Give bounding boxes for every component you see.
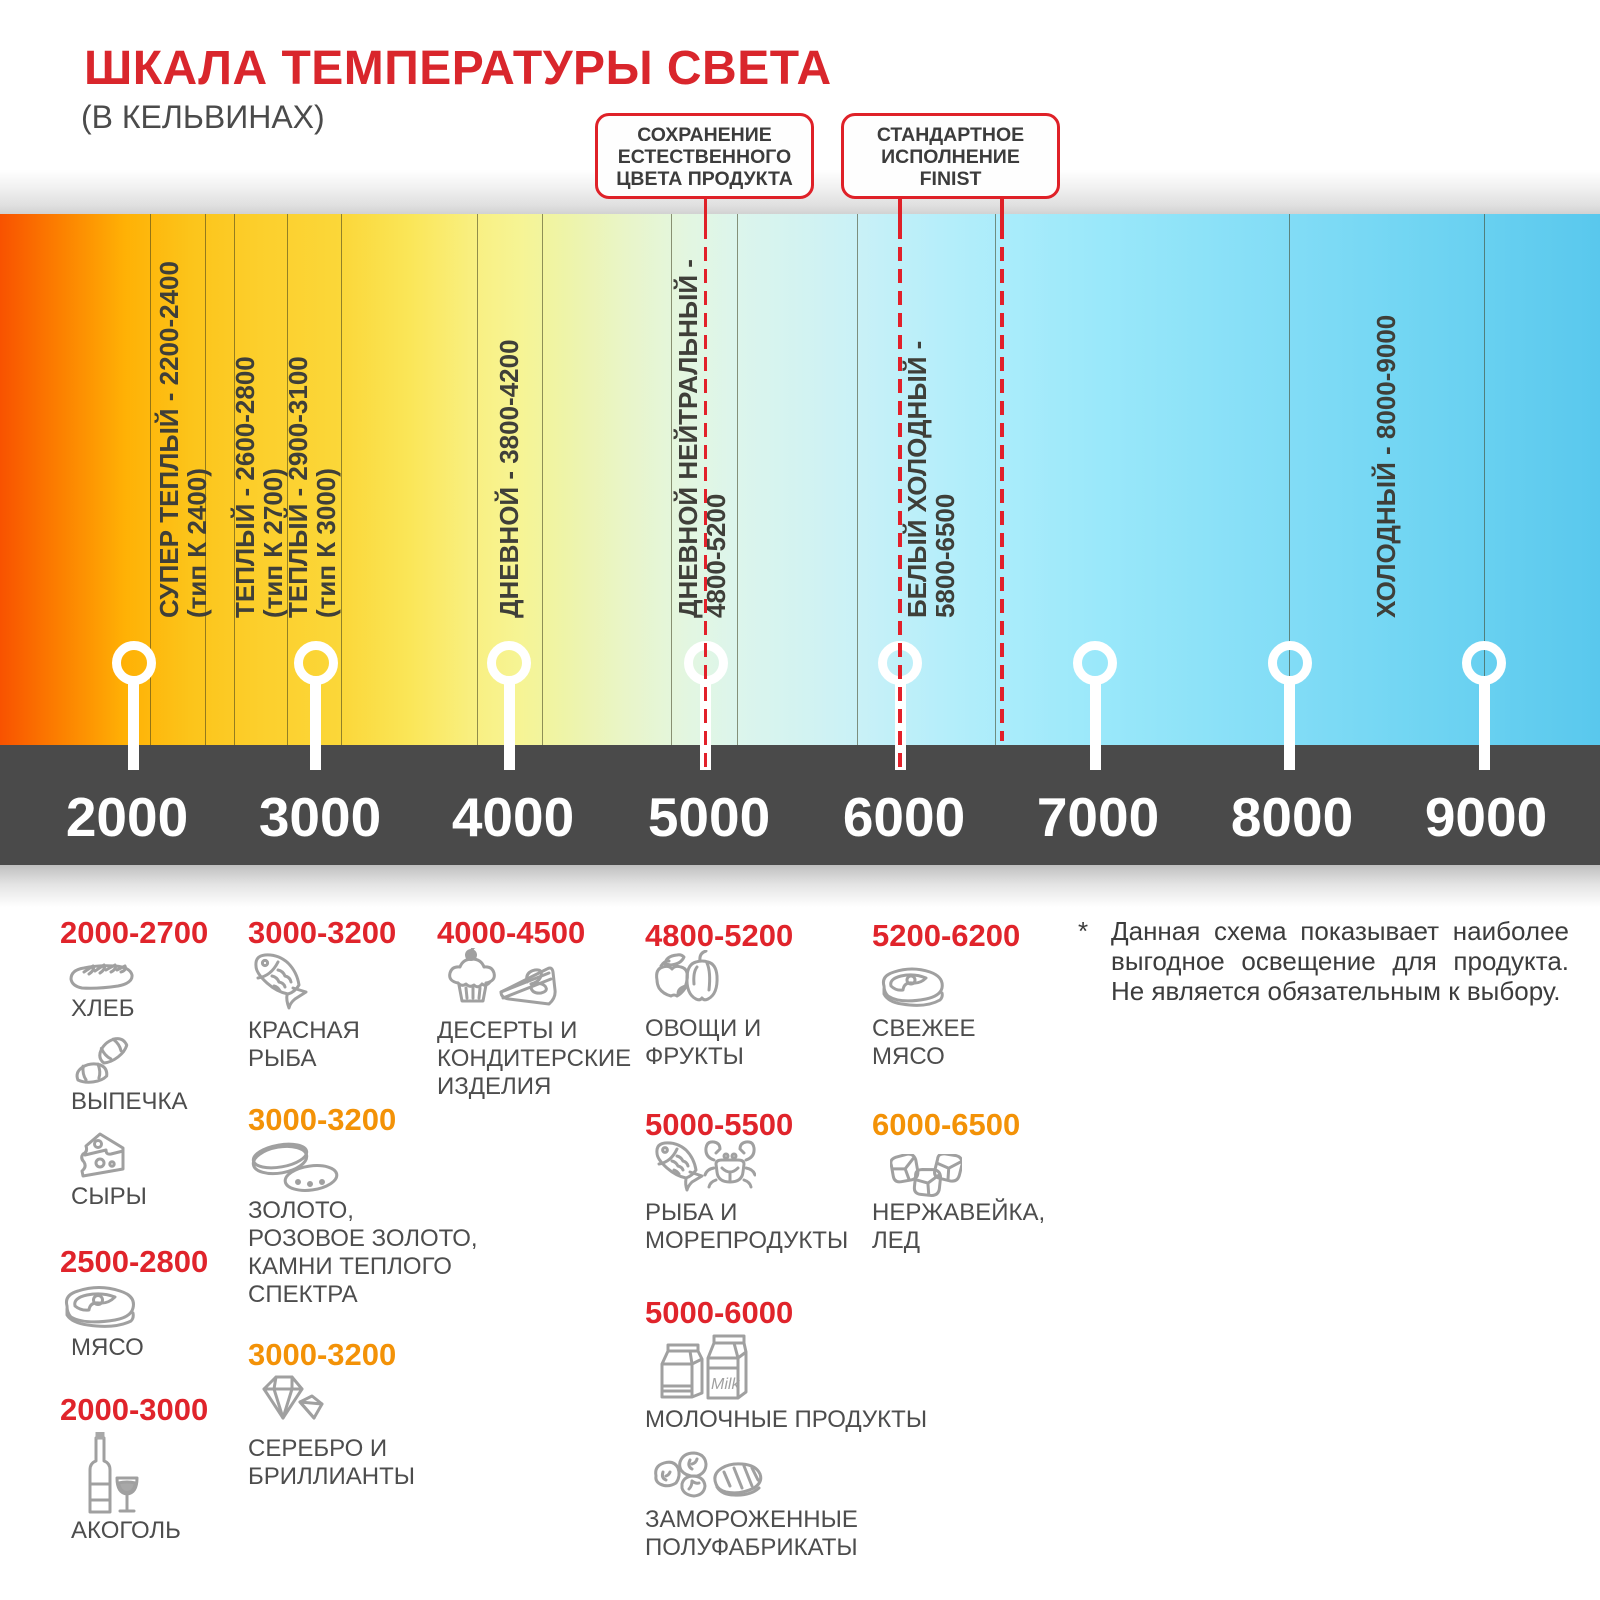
svg-text:Milk: Milk (711, 1376, 740, 1393)
